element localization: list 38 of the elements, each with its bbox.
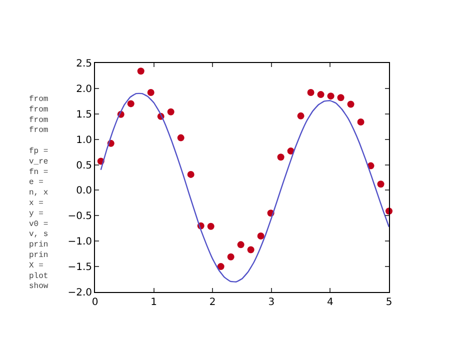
y-tick-label: 2.5 [76, 58, 92, 70]
point [227, 253, 234, 260]
x-tick-label: 2 [209, 297, 216, 308]
point [147, 89, 154, 96]
y-tick-label: −1.5 [68, 262, 92, 274]
point [337, 94, 344, 102]
point [137, 68, 144, 75]
point [327, 92, 334, 100]
point [217, 263, 224, 270]
point [237, 241, 244, 248]
y-tick-label: 2.0 [76, 84, 92, 95]
point [127, 100, 134, 108]
point [317, 91, 324, 98]
y-tick-label: 0.0 [76, 186, 92, 197]
x-tick-label: 5 [386, 297, 392, 308]
point [167, 108, 174, 116]
point [207, 222, 214, 230]
y-tick-label: 1.5 [76, 109, 92, 120]
point [377, 180, 384, 188]
x-tick-label: 3 [268, 297, 275, 308]
point [297, 112, 304, 120]
x-tick-label: 1 [150, 297, 157, 308]
point [277, 154, 284, 161]
y-tick-label: −2.0 [68, 288, 92, 298]
point [187, 170, 194, 178]
point [247, 246, 254, 254]
point [177, 134, 184, 142]
text: from from from from fp = v_re fn = e = n, x x = y = v0 = v, s prin prin X = plot show [29, 95, 48, 292]
x-tick-label: 4 [327, 297, 334, 308]
point [357, 118, 364, 126]
point [257, 232, 264, 240]
x-tick-label: 0 [92, 297, 98, 308]
y-tick-label: −0.5 [68, 211, 92, 222]
y-tick-label: −1.0 [68, 236, 92, 248]
y-tick-label: 0.5 [76, 160, 92, 172]
point [307, 89, 314, 96]
point [347, 100, 354, 108]
y-tick-label: 1.0 [76, 134, 92, 146]
